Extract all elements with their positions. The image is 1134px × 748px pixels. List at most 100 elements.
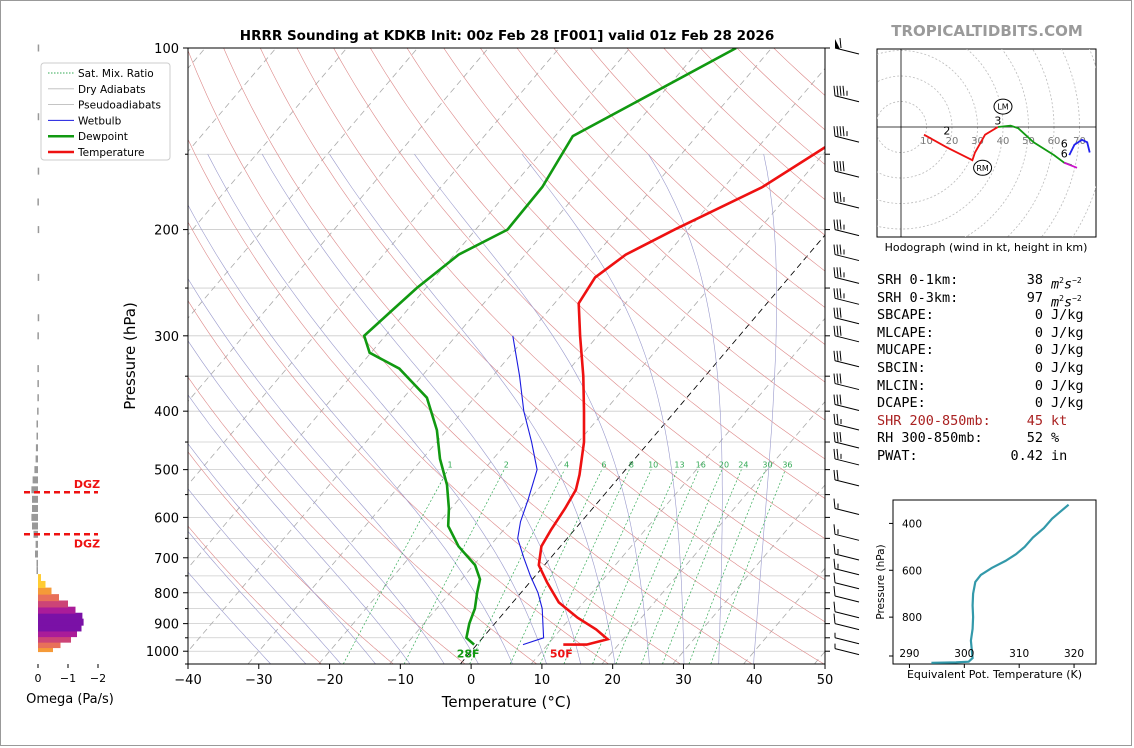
- omega-bar: [37, 380, 39, 388]
- wind-barb: [833, 288, 860, 305]
- barb-staff: [834, 317, 860, 325]
- barb-full: [839, 161, 842, 172]
- isotherm-line: [188, 48, 560, 486]
- wind-barb: [833, 394, 860, 412]
- omega-axis-label: Omega (Pa/s): [26, 692, 114, 707]
- x-tick-label: 50: [817, 673, 834, 688]
- barb-full: [833, 431, 836, 443]
- dry-adiabat-line: [443, 48, 825, 421]
- moist-adiabat-line: [188, 340, 445, 664]
- wind-barb: [833, 524, 860, 541]
- dgz-label: DGZ: [74, 537, 100, 550]
- stat-value: 0: [1034, 342, 1043, 359]
- stat-value: 0: [1034, 359, 1043, 376]
- stat-unit: m2s−2: [1051, 293, 1082, 311]
- barb-staff: [834, 276, 860, 284]
- stat-value: 97: [1026, 289, 1043, 306]
- barb-staff: [834, 423, 860, 431]
- barb-full: [833, 191, 836, 203]
- moist-adiabat-line: [207, 154, 547, 664]
- barb-full: [833, 558, 836, 569]
- omega-bar: [38, 574, 41, 582]
- wind-barb: [834, 632, 860, 645]
- hodograph-caption: Hodograph (wind in kt, height in km): [885, 241, 1088, 254]
- omega-bar: [36, 432, 38, 440]
- y-tick-label: 100: [154, 42, 179, 57]
- theta-e-plot: [931, 503, 1070, 664]
- omega-bar: [37, 226, 40, 234]
- barb-staff: [834, 479, 860, 487]
- omega-tick-label: 0: [35, 672, 42, 685]
- surface-dewpoint-label: 28F: [457, 648, 480, 661]
- moist-adiabat-line: [753, 154, 777, 664]
- theta-e-profile: [931, 503, 1070, 664]
- omega-bar: [37, 314, 40, 322]
- barb-staff: [834, 595, 860, 603]
- barb-full: [833, 307, 836, 318]
- stat-value: 0.42: [1010, 447, 1043, 464]
- storm-motion-label: RM: [976, 164, 989, 173]
- hodograph-segment: [923, 126, 999, 162]
- barb-full: [833, 161, 836, 172]
- barb-staff: [834, 568, 860, 576]
- stat-unit: %: [1051, 430, 1060, 447]
- barb-full: [833, 373, 836, 384]
- mixing-ratio-line: [509, 469, 603, 664]
- legend-label: Dry Adiabats: [78, 84, 146, 96]
- barb-staff: [834, 170, 860, 178]
- barb-full: [836, 394, 839, 405]
- barb-staff: [834, 95, 860, 103]
- y-tick-label: 600: [154, 511, 179, 526]
- y-tick-label: 200: [154, 224, 179, 239]
- profile-wetbulb: [512, 335, 545, 646]
- barb-full: [833, 572, 836, 583]
- wind-barb: [833, 325, 860, 343]
- zero-isotherm-line: [460, 234, 825, 664]
- dry-adiabat-line: [188, 49, 753, 664]
- stat-unit: J/kg: [1051, 377, 1084, 394]
- skewt-axes: 1 2 4 6 8 10 13 16 20 24 30 36−40 −30 −20 −10 0 10 20 30 40…: [121, 42, 833, 711]
- x-tick-label: 30: [675, 673, 692, 688]
- omega-bar: [37, 198, 39, 206]
- legend-label: Pseudoadiabats: [78, 100, 161, 112]
- omega-bar: [37, 332, 39, 340]
- x-tick-label: −20: [316, 673, 343, 688]
- dgz-label: DGZ: [74, 478, 100, 491]
- theta-e-x-tick-label: 310: [1009, 648, 1029, 660]
- isotherm-line: [188, 48, 418, 319]
- barb-full: [836, 126, 839, 137]
- isotherm-line: [601, 401, 825, 664]
- barb-full: [833, 498, 836, 509]
- barb-full: [833, 524, 836, 535]
- barb-full: [833, 85, 836, 96]
- wind-barb: [833, 85, 860, 103]
- mixing-ratio-line: [342, 469, 449, 664]
- wind-barb: [833, 267, 860, 284]
- omega-bar: [38, 594, 59, 602]
- omega-bar: [35, 444, 38, 452]
- barb-full: [839, 191, 842, 203]
- omega-bar: [35, 540, 38, 548]
- stat-unit: m2s−2: [1051, 276, 1082, 293]
- barb-full: [833, 413, 836, 425]
- barb-staff: [834, 458, 860, 466]
- stat-label: SBCIN:: [877, 359, 926, 376]
- dry-adiabat-line: [188, 138, 681, 664]
- omega-tick-label: −1: [60, 672, 76, 685]
- wind-barb: [833, 244, 860, 262]
- barb-full: [839, 244, 842, 255]
- moist-adiabat-line: [521, 154, 685, 664]
- omega-bar: [36, 420, 38, 428]
- y-tick-label: 500: [154, 464, 179, 479]
- hodograph-height-label: 6: [1061, 137, 1068, 150]
- barb-staff: [834, 254, 860, 262]
- barb-full: [833, 394, 836, 405]
- mixing-ratio-label: 20: [719, 461, 729, 470]
- hodograph-ring-label: 10: [920, 136, 933, 147]
- hodograph-ring-label: 30: [971, 136, 984, 147]
- legend-label: Dewpoint: [78, 131, 128, 143]
- profile-dewpoint: [362, 48, 737, 646]
- dry-adiabat-line: [553, 48, 825, 308]
- barb-full: [833, 288, 836, 299]
- barb-full: [836, 325, 839, 336]
